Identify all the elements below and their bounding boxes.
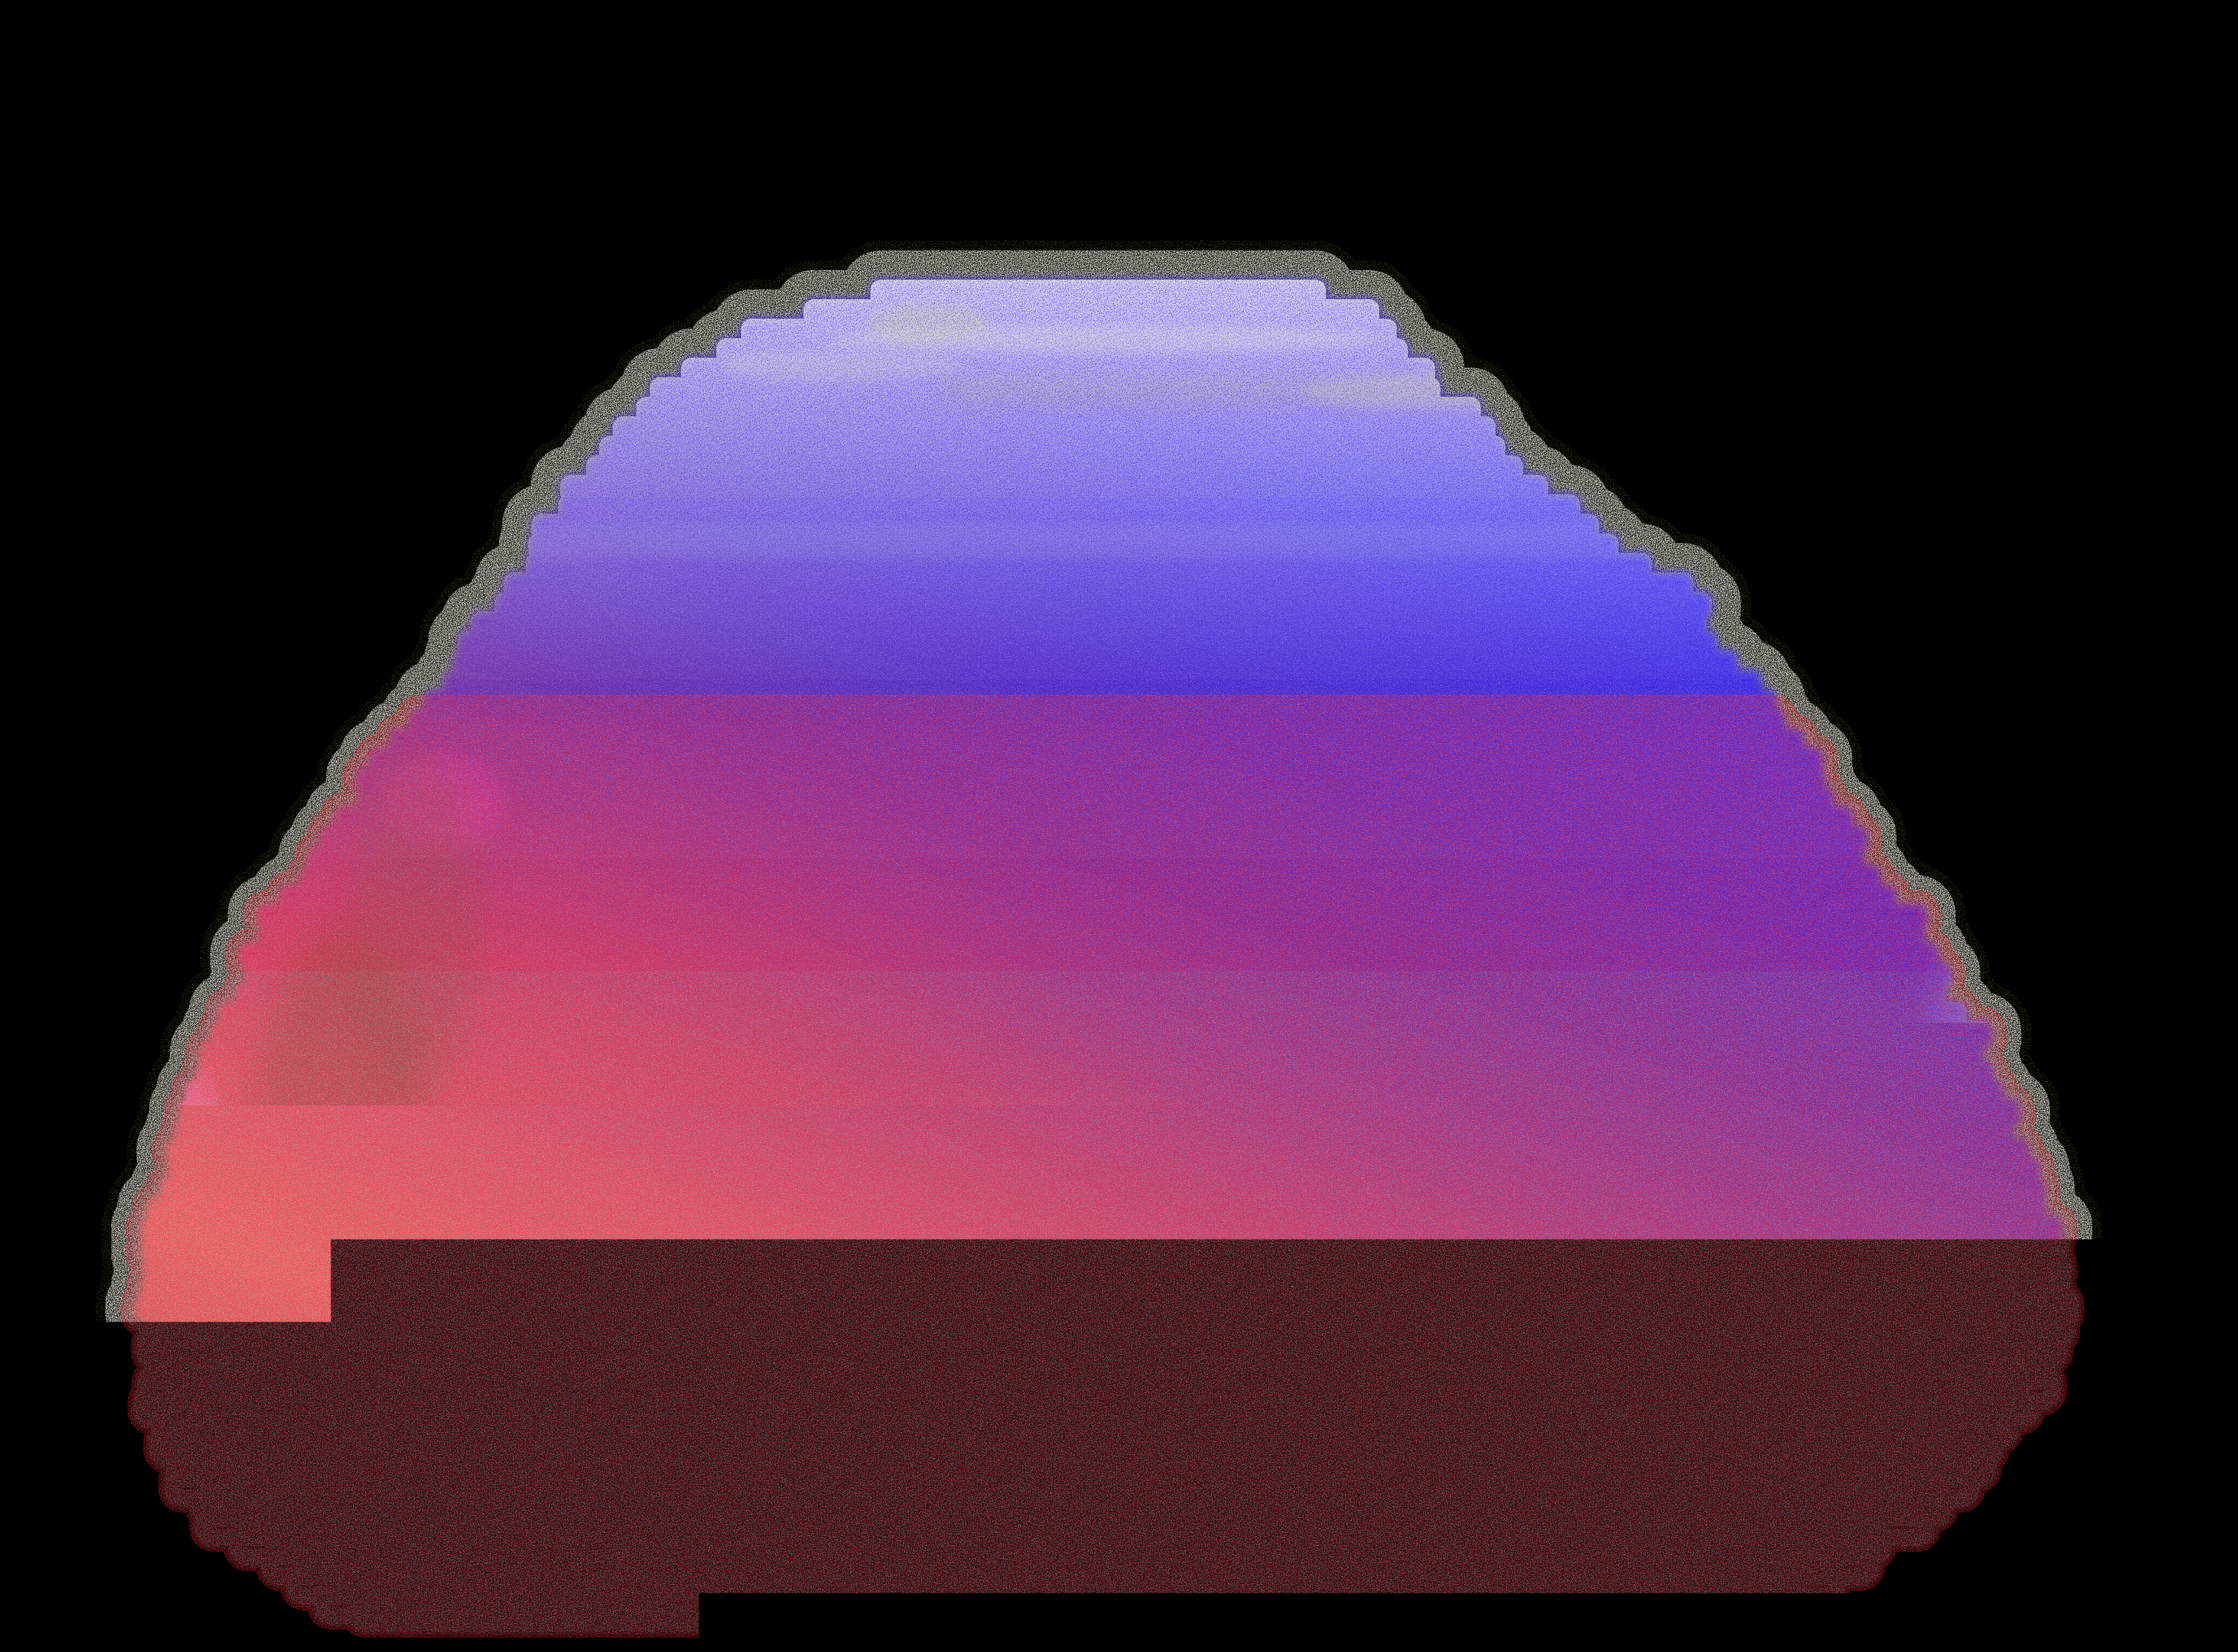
screen xyxy=(0,0,2238,1652)
abstract-degraded-image xyxy=(0,0,2238,1652)
